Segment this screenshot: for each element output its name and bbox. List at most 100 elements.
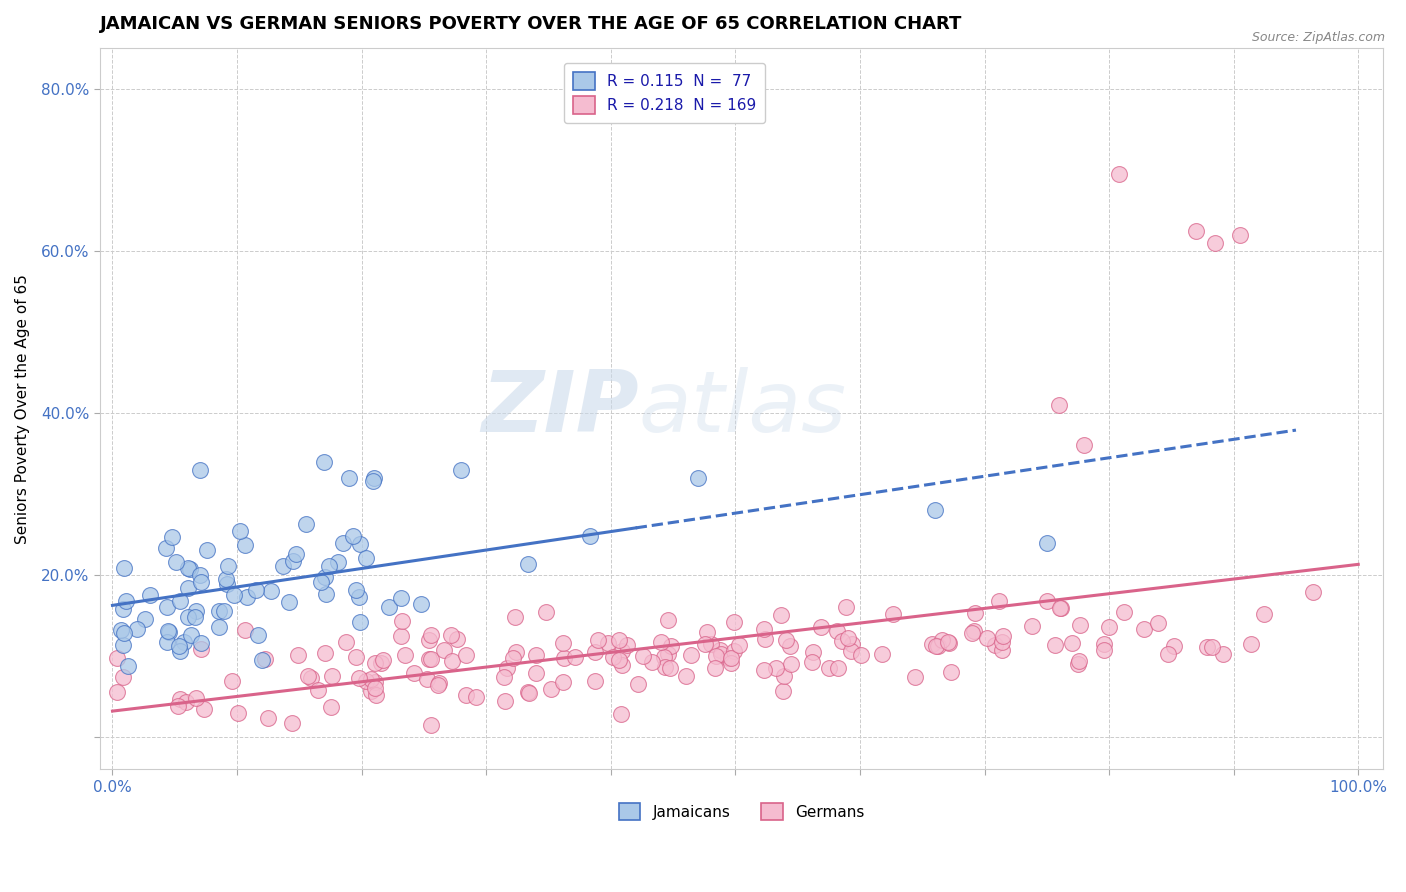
Point (287, 648, 309, 662)
Point (433, 642, 456, 657)
Point (607, 633, 630, 648)
Point (420, 718, 443, 732)
Point (418, 651, 440, 665)
Point (1204, 235, 1226, 250)
Point (115, 593, 138, 607)
Point (990, 635, 1012, 649)
Point (315, 587, 337, 601)
Point (831, 634, 853, 648)
Point (818, 661, 841, 675)
Point (177, 610, 200, 624)
Y-axis label: Seniors Poverty Over the Age of 65: Seniors Poverty Over the Age of 65 (15, 274, 30, 544)
Point (321, 668, 343, 682)
Point (839, 644, 862, 658)
Point (208, 604, 231, 618)
Point (727, 638, 749, 652)
Point (162, 530, 184, 544)
Point (314, 454, 336, 468)
Point (221, 673, 243, 688)
Point (356, 673, 378, 688)
Point (465, 690, 488, 705)
Point (924, 639, 946, 653)
Point (344, 582, 367, 597)
Point (235, 590, 257, 604)
Point (190, 575, 212, 590)
Point (157, 624, 180, 639)
Point (616, 638, 638, 652)
Point (752, 663, 775, 677)
Point (661, 640, 683, 654)
Point (1094, 642, 1116, 657)
Point (1146, 615, 1168, 630)
Point (391, 615, 413, 629)
Point (602, 649, 624, 664)
Point (503, 609, 526, 624)
Point (173, 635, 195, 649)
Point (976, 631, 998, 645)
Point (441, 654, 464, 668)
Point (429, 675, 451, 690)
Point (156, 599, 179, 614)
Point (700, 637, 723, 651)
Point (1047, 398, 1070, 412)
Point (800, 655, 823, 669)
Point (723, 644, 745, 658)
Point (166, 698, 188, 713)
Point (378, 600, 401, 615)
Point (246, 628, 269, 642)
Point (254, 652, 277, 666)
Point (1036, 535, 1059, 549)
Point (936, 634, 959, 648)
Point (271, 558, 294, 573)
Point (193, 702, 215, 716)
Text: atlas: atlas (638, 368, 846, 450)
Point (157, 625, 180, 640)
Point (319, 699, 342, 714)
Point (177, 581, 200, 595)
Point (222, 588, 245, 602)
Point (686, 471, 709, 485)
Point (134, 612, 156, 626)
Point (517, 684, 540, 698)
Point (337, 471, 360, 485)
Point (349, 615, 371, 629)
Point (125, 623, 148, 637)
Point (524, 648, 547, 662)
Point (495, 661, 517, 675)
Point (314, 570, 336, 584)
Point (176, 695, 198, 709)
Point (228, 706, 250, 720)
Point (229, 524, 252, 539)
Point (717, 651, 740, 665)
Point (779, 639, 801, 653)
Point (657, 647, 679, 661)
Point (245, 582, 267, 597)
Point (1212, 647, 1234, 661)
Point (505, 645, 527, 659)
Point (924, 503, 946, 517)
Point (281, 715, 304, 730)
Point (652, 650, 675, 665)
Point (1021, 619, 1043, 633)
Point (882, 607, 904, 622)
Point (960, 625, 983, 640)
Point (285, 548, 308, 562)
Point (1114, 605, 1136, 619)
Point (299, 671, 322, 685)
Point (180, 628, 202, 642)
Point (177, 561, 200, 575)
Point (704, 648, 727, 663)
Point (349, 537, 371, 551)
Point (278, 595, 301, 609)
Point (704, 661, 727, 675)
Point (440, 628, 463, 642)
Point (363, 471, 385, 485)
Point (650, 635, 672, 649)
Point (217, 559, 239, 574)
Point (309, 574, 332, 589)
Point (696, 624, 718, 639)
Point (772, 684, 794, 698)
Point (215, 572, 238, 586)
Point (456, 648, 478, 662)
Point (112, 670, 135, 684)
